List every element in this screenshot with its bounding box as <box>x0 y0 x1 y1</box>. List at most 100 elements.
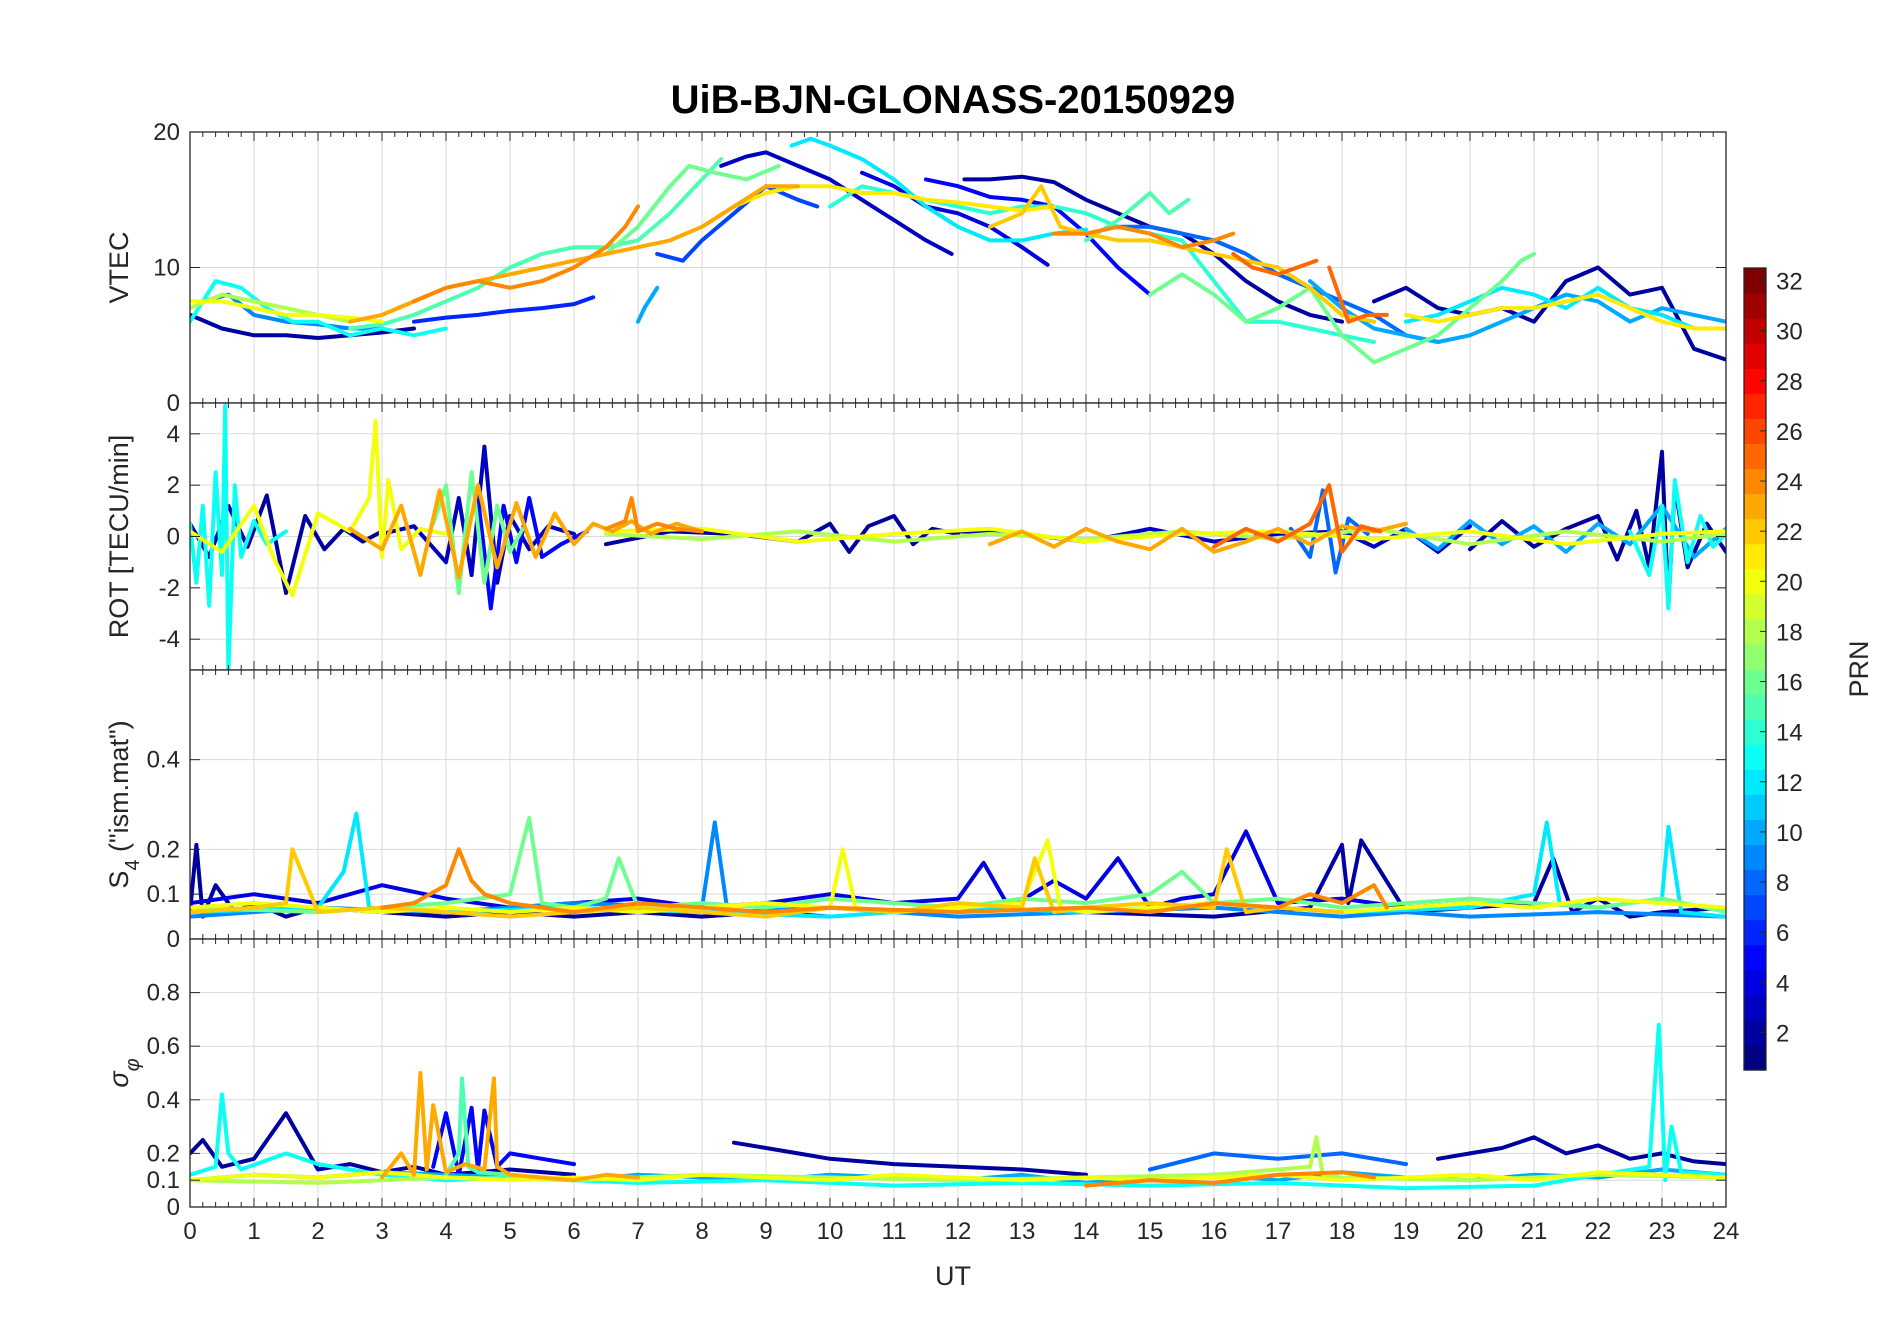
x-tick-label: 16 <box>1201 1218 1228 1245</box>
series-line-prn-18 <box>604 526 1726 547</box>
colorbar-tick-label: 2 <box>1776 1020 1789 1047</box>
colorbar-cell <box>1744 769 1766 795</box>
series-line-prn-20 <box>190 419 448 598</box>
colorbar-cell <box>1744 493 1766 520</box>
colorbar-tick-label: 4 <box>1776 970 1789 997</box>
y-tick-label: 0 <box>167 524 180 551</box>
series-line-prn-15 <box>444 1076 512 1177</box>
colorbar-cell <box>1744 819 1766 846</box>
colorbar-cell <box>1744 643 1766 670</box>
series-line-prn-15 <box>1084 191 1191 243</box>
x-tick-label: 17 <box>1265 1218 1292 1245</box>
x-tick-label: 20 <box>1457 1218 1484 1245</box>
x-tick-label: 24 <box>1713 1218 1740 1245</box>
panel-vtec: 0 10 20 VTEC <box>104 119 1727 417</box>
y-tick-label: 10 <box>153 255 180 282</box>
x-tick-label: 5 <box>503 1218 516 1245</box>
x-tick-label: 4 <box>439 1218 452 1245</box>
series-line-prn-5 <box>924 177 1152 297</box>
panel-rot: -4 -2 0 2 4 ROT [TECU/min] <box>104 402 1727 671</box>
colorbar-cell <box>1744 1019 1766 1046</box>
series-line-prn-10 <box>636 285 660 324</box>
colorbar-cell <box>1744 1044 1766 1071</box>
panel-sigma: 00.10.2 0.4 0.6 0.8 σφ <box>104 938 1727 1221</box>
x-tick-label: 12 <box>945 1218 972 1245</box>
y-tick-label: 20 <box>153 119 180 146</box>
y-tick-label: 0.2 <box>147 836 180 863</box>
colorbar-tick-label: 14 <box>1776 720 1803 747</box>
x-tick-label: 13 <box>1009 1218 1036 1245</box>
series-line-prn-24 <box>412 204 640 304</box>
x-tick-label: 23 <box>1649 1218 1676 1245</box>
colorbar-cell <box>1744 744 1766 770</box>
colorbar-cell <box>1744 669 1766 695</box>
x-tick-label: 8 <box>695 1218 708 1245</box>
panel-rot-series <box>190 403 1726 670</box>
colorbar-cell <box>1744 593 1766 620</box>
series-line-prn-4 <box>860 170 1050 267</box>
x-tick-label: 10 <box>817 1218 844 1245</box>
y-tick-label: 4 <box>167 421 180 448</box>
x-tick-label: 14 <box>1073 1218 1100 1245</box>
x-tick-labels: 0 1 2 3 4 5 6 7 8 9 10 11 12 13 14 15 16 17 18 19 20 21 22 23 24 <box>183 1218 1739 1245</box>
x-tick-label: 1 <box>247 1218 260 1245</box>
colorbar-cell <box>1744 919 1766 946</box>
colorbar-cell <box>1744 293 1766 319</box>
panel-s4-series <box>190 811 1726 919</box>
series-line-prn-16 <box>1148 251 1536 365</box>
series-line-prn-16 <box>190 816 1726 915</box>
colorbar-tick-label: 26 <box>1776 419 1803 446</box>
colorbar-cell <box>1744 794 1766 820</box>
x-tick-label: 7 <box>631 1218 644 1245</box>
series-line-prn-2 <box>190 312 416 340</box>
colorbar-cell <box>1744 393 1766 419</box>
series-line-prn-20 <box>604 526 1726 547</box>
series-line-prn-16 <box>431 470 525 595</box>
series-line-prn-24 <box>604 496 704 534</box>
colorbar-cell <box>1744 543 1766 570</box>
panel-s4-ticks: 0 0.1 0.2 0.4 <box>147 670 1727 953</box>
x-tick-label: 0 <box>183 1218 196 1245</box>
series-line-prn-20 <box>190 1170 1726 1183</box>
series-line-prn-24 <box>1084 1170 1376 1188</box>
y-tick-label: 0.2 <box>147 1140 180 1167</box>
colorbar-frame <box>1743 267 1767 1071</box>
x-tick-label: 15 <box>1137 1218 1164 1245</box>
y-tick-label: 0.6 <box>147 1033 180 1060</box>
series-line-prn-24 <box>380 847 1389 915</box>
y-tick-label: 0 <box>167 390 180 417</box>
y-tick-label: 2 <box>167 472 180 499</box>
panel-sigma-ticks: 00.10.2 0.4 0.6 0.8 <box>147 939 1727 1221</box>
panel-rot-ticks: -4 -2 0 2 4 <box>159 403 1727 670</box>
colorbar-cell <box>1744 468 1766 495</box>
colorbar-cell <box>1744 894 1766 921</box>
panel-rot-ylabel: ROT [TECU/min] <box>104 435 134 639</box>
colorbar-cell <box>1744 944 1766 971</box>
series-line-prn-12 <box>789 136 1088 243</box>
panel-s4-ylabel: S4 ("ism.mat") <box>104 720 144 888</box>
y-tick-label: 0.1 <box>147 1167 180 1194</box>
colorbar-tick-label: 10 <box>1776 820 1803 847</box>
colorbar-cell <box>1744 343 1766 369</box>
series-line-prn-5 <box>431 1105 576 1177</box>
series-line-prn-20 <box>190 838 1726 915</box>
series-line-prn-25 <box>1327 265 1389 324</box>
x-tick-label: 11 <box>882 1218 907 1245</box>
colorbar-cell <box>1744 518 1766 545</box>
series-line-prn-15 <box>348 157 724 331</box>
colorbar-cell <box>1744 994 1766 1021</box>
series-line-prn-20 <box>190 299 384 324</box>
colorbar-tick-label: 16 <box>1776 670 1803 697</box>
colorbar-tick-label: 8 <box>1776 870 1789 897</box>
x-axis-label: UT <box>935 1261 971 1291</box>
colorbar-tick-label: 32 <box>1776 269 1803 296</box>
y-tick-label: 0 <box>167 926 180 953</box>
series-line-prn-23 <box>380 1071 640 1183</box>
panel-sigma-series <box>190 1022 1726 1191</box>
y-tick-label: 0.1 <box>147 881 180 908</box>
series-line-prn-2 <box>732 1140 1088 1177</box>
panel-vtec-ticks: 0 10 20 <box>153 119 1727 417</box>
x-tick-label: 6 <box>567 1218 580 1245</box>
x-tick-label: 21 <box>1521 1218 1548 1245</box>
